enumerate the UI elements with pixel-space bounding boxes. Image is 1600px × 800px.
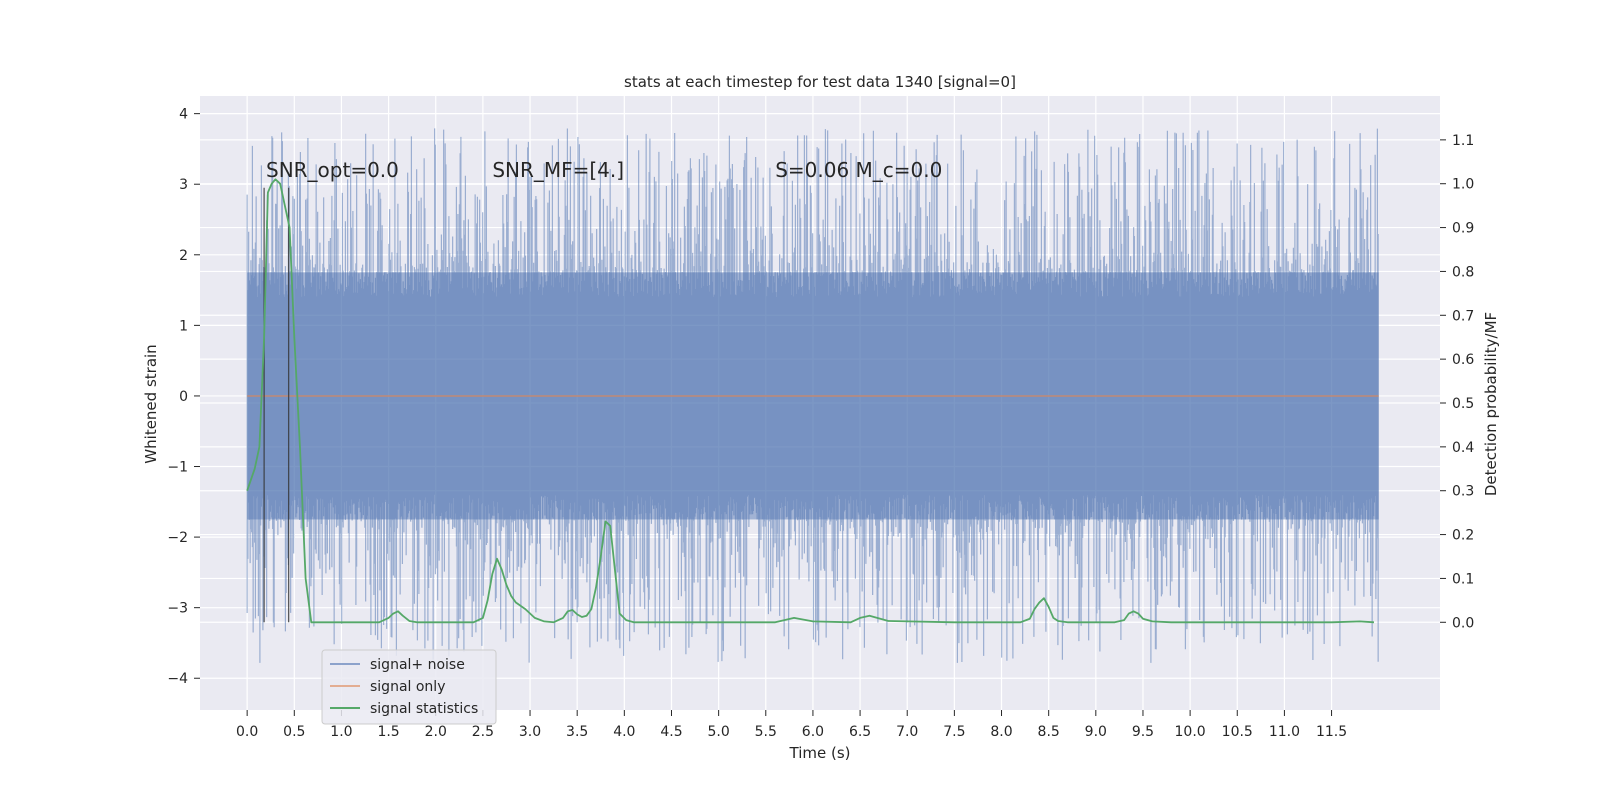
x-tick-label: 6.0 (802, 724, 824, 740)
x-tick-label: 8.5 (1038, 724, 1060, 740)
x-tick-label: 5.0 (707, 724, 729, 740)
y-tick-label: 2 (179, 248, 188, 264)
signal-statistics-line (246, 178, 1375, 624)
y-tick-label: −3 (167, 601, 188, 617)
y2-tick-label: 0.3 (1452, 484, 1474, 500)
y2-tick-label: 1.1 (1452, 133, 1474, 149)
y2-tick-label: 1.0 (1452, 177, 1474, 193)
x-tick-label: 4.0 (613, 724, 635, 740)
y-tick-label: 4 (179, 107, 188, 123)
y2-tick-labels: 0.0 0.1 0.2 0.3 0.4 0.5 0.6 0.7 0.8 0.9 1.0 1.1 (1440, 133, 1474, 631)
y2-tick-label: 0.9 (1452, 221, 1474, 237)
legend: signal+ noise signal only signal statist… (321, 649, 497, 725)
x-tick-label: 0.0 (236, 724, 258, 740)
x-tick-label: 10.5 (1222, 724, 1253, 740)
x-tick-label: 9.5 (1132, 724, 1154, 740)
noise-trace (246, 128, 1379, 663)
annotation-0: SNR_opt=0.0 (266, 158, 399, 182)
x-tick-label: 1.5 (377, 724, 399, 740)
x-tick-label: 4.5 (660, 724, 682, 740)
legend-label-signal-statistics: signal statistics (370, 701, 478, 717)
y2-tick-label: 0.4 (1452, 440, 1474, 456)
y2-tick-label: 0.2 (1452, 528, 1474, 544)
annotation-1: SNR_MF=[4.] (492, 158, 624, 182)
x-tick-label: 10.0 (1175, 724, 1206, 740)
annotations: SNR_opt=0.0 SNR_MF=[4.] S=0.06 M_c=0.0 (266, 158, 942, 182)
x-axis-label: Time (s) (789, 744, 851, 762)
y-axis-label: Whitened strain (142, 344, 160, 463)
x-tick-label: 2.5 (472, 724, 494, 740)
y-tick-label: −1 (167, 460, 188, 476)
y2-tick-label: 0.6 (1452, 352, 1474, 368)
y2-tick-label: 0.7 (1452, 308, 1474, 324)
y-tick-label: −2 (167, 530, 188, 546)
x-tick-label: 1.0 (330, 724, 352, 740)
y-tick-label: 1 (179, 318, 188, 334)
legend-box (321, 649, 497, 725)
x-tick-label: 0.5 (283, 724, 305, 740)
x-tick-label: 2.0 (425, 724, 447, 740)
legend-label-signal-only: signal only (370, 679, 445, 695)
x-tick-label: 7.5 (943, 724, 965, 740)
y2-axis-label: Detection probability/MF (1482, 312, 1500, 496)
x-tick-label: 8.0 (990, 724, 1012, 740)
legend-label-signal-noise: signal+ noise (370, 657, 465, 673)
y2-tick-label: 0.8 (1452, 264, 1474, 280)
y-tick-label: −4 (167, 671, 188, 687)
x-tick-label: 3.0 (519, 724, 541, 740)
x-tick-label: 3.5 (566, 724, 588, 740)
y-tick-labels: −4 −3 −2 −1 0 1 2 3 4 (167, 107, 200, 687)
x-tick-label: 5.5 (755, 724, 777, 740)
x-tick-label: 11.5 (1316, 724, 1347, 740)
annotation-2: S=0.06 M_c=0.0 (775, 158, 942, 182)
x-tick-label: 11.0 (1269, 724, 1300, 740)
x-tick-label: 6.5 (849, 724, 871, 740)
chart-title: stats at each timestep for test data 134… (624, 73, 1016, 91)
y-tick-label: 0 (179, 389, 188, 405)
y2-tick-label: 0.1 (1452, 571, 1474, 587)
marker-lines (263, 187, 290, 623)
x-tick-label: 7.0 (896, 724, 918, 740)
x-tick-labels: 0.0 0.5 1.0 1.5 2.0 2.5 3.0 3.5 4.0 4.5 5.0 5.5 6.0 6… (236, 710, 1347, 740)
y2-tick-label: 0.5 (1452, 396, 1474, 412)
y2-tick-label: 0.0 (1452, 615, 1474, 631)
y-tick-label: 3 (179, 177, 188, 193)
series-signal-statistics (246, 178, 1375, 624)
x-tick-label: 9.0 (1085, 724, 1107, 740)
